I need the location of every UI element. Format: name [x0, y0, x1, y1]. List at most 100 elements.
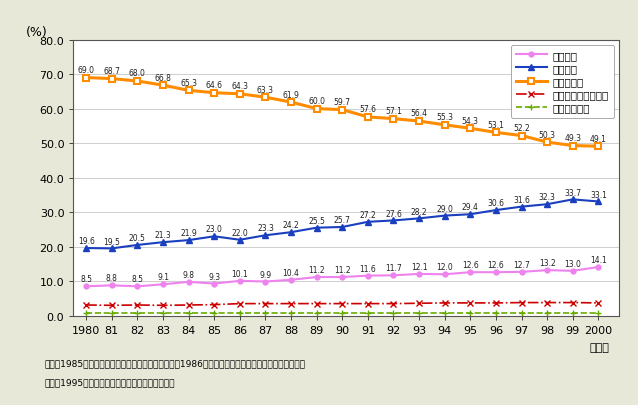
- Text: 19.5: 19.5: [103, 237, 120, 246]
- その他の親族と同居: [364, 301, 372, 306]
- 非親族と同居: [364, 311, 372, 316]
- Text: 10.1: 10.1: [232, 269, 248, 278]
- 一人暢し: [262, 279, 269, 284]
- 子供と同居: [544, 140, 551, 145]
- Text: 12.1: 12.1: [411, 262, 427, 271]
- その他の親族と同居: [287, 301, 295, 306]
- その他の親族と同居: [82, 303, 90, 308]
- 一人暢し: [364, 273, 372, 278]
- Text: 11.6: 11.6: [359, 264, 376, 273]
- 非親族と同居: [108, 311, 115, 316]
- 子供と同居: [236, 92, 244, 97]
- 子供と同居: [595, 145, 602, 149]
- 夫婦のみ: [313, 226, 320, 230]
- Text: 11.7: 11.7: [385, 264, 402, 273]
- 一人暢し: [544, 268, 551, 273]
- 非親族と同居: [441, 311, 449, 316]
- Text: 25.5: 25.5: [308, 216, 325, 225]
- 夫婦のみ: [211, 234, 218, 239]
- 子供と同居: [415, 119, 423, 124]
- 非親族と同居: [82, 311, 90, 316]
- 非親族と同居: [287, 311, 295, 316]
- Text: 20.5: 20.5: [129, 234, 146, 243]
- 夫婦のみ: [133, 243, 141, 248]
- 非親族と同居: [569, 311, 577, 316]
- 子供と同居: [390, 117, 397, 122]
- 一人暢し: [466, 270, 474, 275]
- 子供と同居: [466, 126, 474, 131]
- Text: 13.2: 13.2: [538, 259, 556, 268]
- Text: 54.3: 54.3: [462, 117, 479, 126]
- Text: 23.0: 23.0: [206, 225, 223, 234]
- Text: 12.0: 12.0: [436, 263, 453, 272]
- Text: 22.0: 22.0: [232, 228, 248, 237]
- Text: 9.1: 9.1: [157, 273, 169, 282]
- Text: 21.3: 21.3: [154, 231, 172, 240]
- Legend: 一人暢し, 夫婦のみ, 子供と同居, その他の親族と同居, 非親族と同居: 一人暢し, 夫婦のみ, 子供と同居, その他の親族と同居, 非親族と同居: [510, 46, 614, 118]
- Text: 55.3: 55.3: [436, 113, 453, 122]
- Text: 32.3: 32.3: [538, 193, 556, 202]
- Text: 19.6: 19.6: [78, 237, 94, 245]
- 子供と同居: [441, 123, 449, 128]
- 夫婦のみ: [338, 225, 346, 230]
- Text: 53.1: 53.1: [487, 121, 505, 130]
- 一人暢し: [492, 270, 500, 275]
- 子供と同居: [159, 83, 167, 88]
- 夫婦のみ: [544, 202, 551, 207]
- その他の親族と同居: [313, 301, 320, 306]
- その他の親族と同居: [338, 301, 346, 306]
- 子供と同居: [185, 89, 193, 94]
- Text: 21.9: 21.9: [181, 229, 197, 238]
- Text: 49.3: 49.3: [564, 134, 581, 143]
- Text: 63.3: 63.3: [257, 85, 274, 94]
- 夫婦のみ: [415, 216, 423, 221]
- 非親族と同居: [185, 311, 193, 316]
- Text: 33.7: 33.7: [564, 188, 581, 197]
- Line: その他の親族と同居: その他の親族と同居: [84, 300, 601, 308]
- Line: 非親族と同居: 非親族と同居: [84, 311, 601, 316]
- 夫婦のみ: [287, 230, 295, 235]
- Text: 10.4: 10.4: [283, 268, 299, 277]
- Text: 11.2: 11.2: [334, 266, 351, 275]
- その他の親族と同居: [492, 301, 500, 306]
- 夫婦のみ: [159, 240, 167, 245]
- その他の親族と同居: [236, 301, 244, 306]
- Text: 59.7: 59.7: [334, 98, 351, 107]
- Text: 29.0: 29.0: [436, 204, 453, 213]
- Text: 52.2: 52.2: [513, 124, 530, 133]
- Line: 一人暢し: 一人暢し: [84, 265, 601, 289]
- Text: 61.9: 61.9: [283, 90, 299, 99]
- 一人暢し: [133, 284, 141, 289]
- 夫婦のみ: [82, 246, 90, 251]
- Text: 66.8: 66.8: [154, 73, 172, 82]
- 非親族と同居: [492, 311, 500, 316]
- Text: （年）: （年）: [590, 342, 609, 352]
- Text: 56.4: 56.4: [411, 109, 427, 118]
- Text: 13.0: 13.0: [565, 259, 581, 268]
- 非親族と同居: [544, 311, 551, 316]
- 一人暢し: [287, 278, 295, 283]
- 一人暢し: [517, 270, 525, 275]
- 一人暢し: [338, 275, 346, 280]
- 非親族と同居: [390, 311, 397, 316]
- 非親族と同居: [466, 311, 474, 316]
- 夫婦のみ: [569, 198, 577, 202]
- 非親族と同居: [236, 311, 244, 316]
- 子供と同居: [82, 76, 90, 81]
- Text: 50.3: 50.3: [538, 130, 556, 139]
- 子供と同居: [364, 115, 372, 120]
- Text: 68.0: 68.0: [129, 69, 146, 78]
- Text: 27.2: 27.2: [359, 211, 376, 220]
- Text: 12.7: 12.7: [513, 260, 530, 269]
- Text: 資料：1985年以前は厚生省「厚生行政基礎調査」、1986年以降は厚生労働省「国民生活基礎調査」: 資料：1985年以前は厚生省「厚生行政基礎調査」、1986年以降は厚生労働省「国…: [45, 358, 306, 367]
- その他の親族と同居: [517, 301, 525, 305]
- Text: 9.3: 9.3: [208, 272, 220, 281]
- Text: 8.5: 8.5: [131, 275, 144, 284]
- Text: 11.2: 11.2: [308, 266, 325, 275]
- Text: （注）1995年は兵庫県の値を除いたものである。: （注）1995年は兵庫県の値を除いたものである。: [45, 377, 175, 386]
- 夫婦のみ: [262, 233, 269, 238]
- その他の親族と同居: [185, 303, 193, 308]
- その他の親族と同居: [569, 301, 577, 305]
- Text: 12.6: 12.6: [462, 261, 478, 270]
- 一人暢し: [441, 272, 449, 277]
